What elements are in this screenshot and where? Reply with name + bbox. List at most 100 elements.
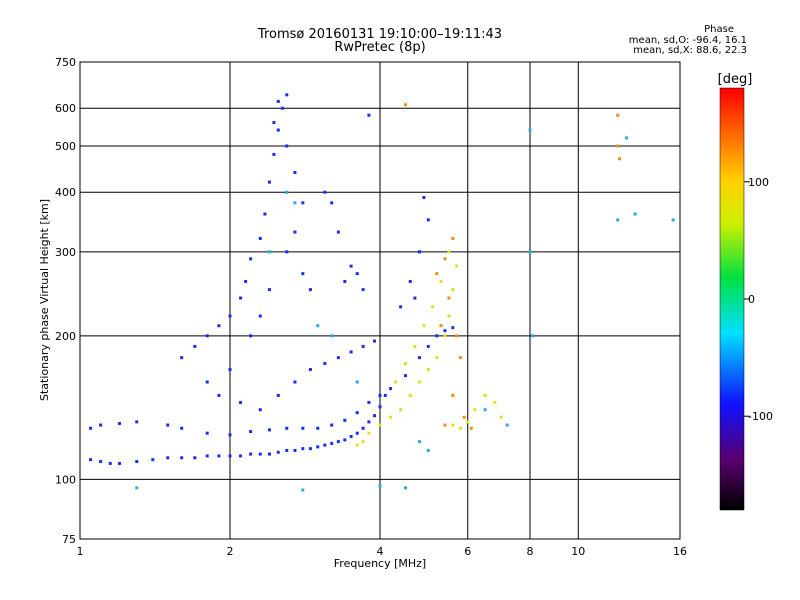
point-1-5 (180, 426, 184, 430)
y-tick-7: 750 (55, 56, 76, 69)
point-1-1 (99, 423, 103, 427)
x-tick-3: 6 (464, 545, 471, 558)
point-4-3 (447, 296, 451, 300)
point-3-24 (473, 408, 477, 412)
point-4-13 (618, 157, 622, 161)
point-1-6 (205, 431, 209, 435)
point-1-21 (426, 344, 430, 348)
point-5-15 (671, 218, 675, 222)
point-2-43 (361, 288, 365, 292)
point-0-0 (89, 458, 93, 462)
point-2-8 (258, 236, 262, 240)
point-5-13 (616, 218, 620, 222)
point-2-48 (422, 195, 426, 199)
x-tick-5: 10 (571, 545, 585, 558)
point-4-10 (469, 426, 473, 430)
point-0-9 (205, 454, 209, 458)
point-5-9 (505, 423, 509, 427)
point-2-45 (330, 201, 334, 205)
point-4-1 (443, 257, 447, 261)
point-2-25 (258, 314, 262, 318)
point-3-16 (431, 305, 435, 309)
colorbar-tick-0: 100 (748, 176, 769, 189)
y-tick-4: 400 (55, 186, 76, 199)
point-2-53 (399, 305, 403, 309)
x-tick-1: 2 (227, 545, 234, 558)
point-5-19 (378, 484, 382, 488)
point-5-7 (426, 448, 430, 452)
point-3-4 (389, 415, 393, 419)
point-1-22 (435, 334, 439, 338)
point-1-18 (389, 387, 393, 391)
point-5-4 (330, 334, 334, 338)
point-2-47 (367, 113, 371, 117)
point-2-22 (301, 272, 305, 276)
y-tick-0: 75 (62, 533, 76, 546)
point-2-38 (361, 344, 365, 348)
y-tick-2: 200 (55, 330, 76, 343)
point-0-19 (301, 447, 305, 451)
point-2-15 (276, 99, 280, 103)
point-2-35 (323, 361, 327, 365)
point-5-8 (483, 408, 487, 412)
point-2-20 (293, 230, 297, 234)
point-2-10 (267, 180, 271, 184)
point-1-11 (301, 426, 305, 430)
point-1-15 (355, 411, 359, 415)
point-0-10 (217, 454, 221, 458)
point-0-15 (267, 452, 271, 456)
point-2-18 (293, 170, 297, 174)
y-axis-label: Stationary phase Virtual Height [km] (38, 199, 51, 401)
point-1-7 (228, 433, 232, 437)
point-2-32 (276, 393, 280, 397)
point-1-9 (267, 428, 271, 432)
point-2-0 (180, 356, 184, 360)
point-0-7 (180, 456, 184, 460)
y-tick-labels: 75 100 200 300 400 500 600 750 (55, 56, 76, 546)
point-2-37 (349, 350, 353, 354)
point-1-8 (249, 430, 253, 434)
point-3-9 (435, 356, 439, 360)
point-5-5 (355, 380, 359, 384)
point-2-21 (285, 250, 289, 254)
point-4-2 (451, 236, 455, 240)
point-0-25 (343, 438, 347, 442)
point-1-16 (367, 400, 371, 404)
x-tick-labels: 1 2 4 6 8 10 16 (77, 545, 688, 558)
point-1-4 (166, 423, 170, 427)
point-3-15 (439, 279, 443, 283)
y-tick-3: 300 (55, 246, 76, 259)
point-1-2 (117, 421, 121, 425)
point-4-7 (451, 393, 455, 397)
point-3-21 (451, 423, 455, 427)
point-0-16 (276, 450, 280, 454)
point-3-14 (447, 250, 451, 254)
point-4-9 (462, 415, 466, 419)
point-2-27 (228, 367, 232, 371)
point-2-42 (355, 272, 359, 276)
point-3-13 (455, 264, 459, 268)
point-2-6 (244, 279, 248, 283)
point-1-23 (443, 329, 447, 333)
grid-lines (80, 62, 680, 539)
point-2-44 (336, 230, 340, 234)
point-0-23 (330, 441, 334, 445)
point-2-33 (293, 380, 297, 384)
point-0-3 (117, 461, 121, 465)
point-2-3 (217, 324, 221, 328)
point-2-9 (263, 212, 267, 216)
point-2-14 (285, 93, 289, 97)
point-3-12 (451, 288, 455, 292)
point-1-24 (451, 326, 455, 330)
point-5-10 (528, 128, 532, 132)
point-0-2 (108, 461, 112, 465)
point-4-11 (616, 113, 620, 117)
point-2-11 (272, 152, 276, 156)
point-1-3 (135, 420, 139, 424)
point-0-20 (308, 447, 312, 451)
point-0-29 (367, 420, 371, 424)
point-0-24 (336, 440, 340, 444)
point-0-22 (323, 443, 327, 447)
point-0-12 (239, 454, 243, 458)
